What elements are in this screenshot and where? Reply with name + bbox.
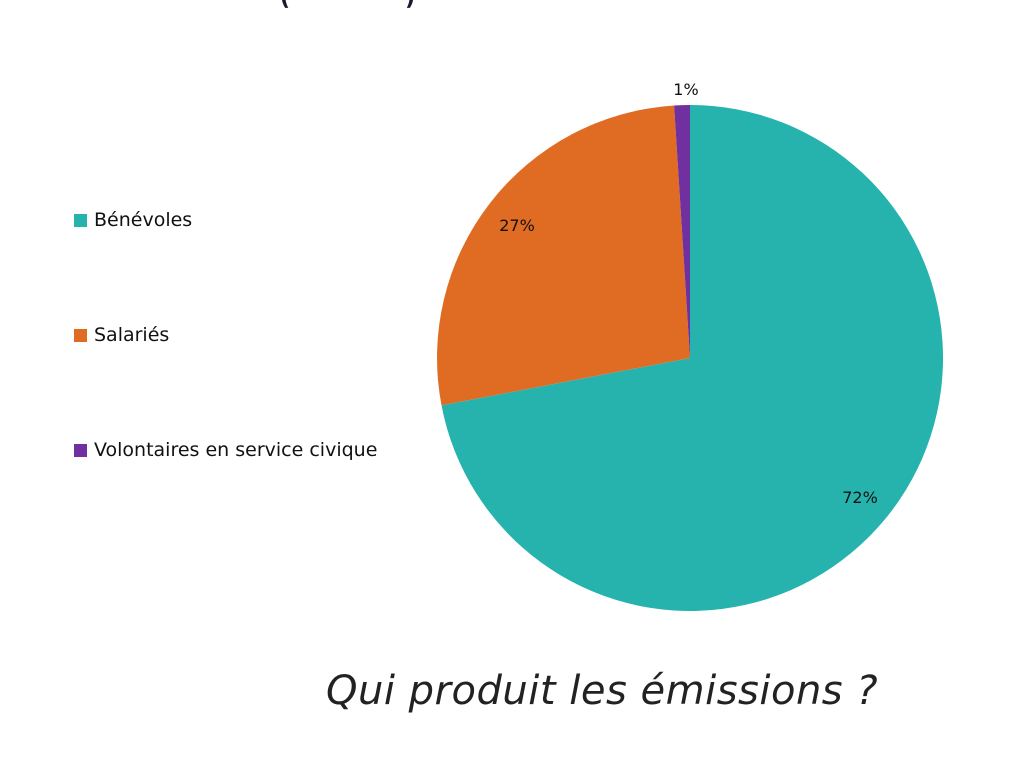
legend-item-volontaires: Volontaires en service civique bbox=[74, 439, 377, 461]
chart-caption: Qui produit les émissions ? bbox=[326, 668, 879, 714]
title-glyph-fragment: ( bbox=[280, 0, 290, 11]
legend-label: Bénévoles bbox=[94, 209, 193, 231]
legend-swatch-orange bbox=[74, 328, 87, 342]
title-glyph-fragment: ) bbox=[405, 0, 415, 11]
legend-label: Salariés bbox=[94, 324, 170, 346]
legend-label: Volontaires en service civique bbox=[94, 439, 378, 461]
slice-salaries bbox=[437, 105, 690, 406]
slice-label-salaries: 27% bbox=[499, 216, 535, 235]
slice-label-benevoles: 72% bbox=[842, 488, 878, 507]
legend-swatch-purple bbox=[74, 443, 87, 457]
slice-volontaires bbox=[674, 105, 690, 358]
slice-benevoles bbox=[441, 104, 944, 611]
legend-item-salaries: Salariés bbox=[74, 324, 169, 346]
legend-swatch-teal bbox=[74, 213, 87, 227]
slice-label-volontaires: 1% bbox=[673, 80, 698, 99]
legend-item-benevoles: Bénévoles bbox=[74, 209, 192, 231]
cropped-title-fragment: ( ) bbox=[280, 0, 440, 11]
